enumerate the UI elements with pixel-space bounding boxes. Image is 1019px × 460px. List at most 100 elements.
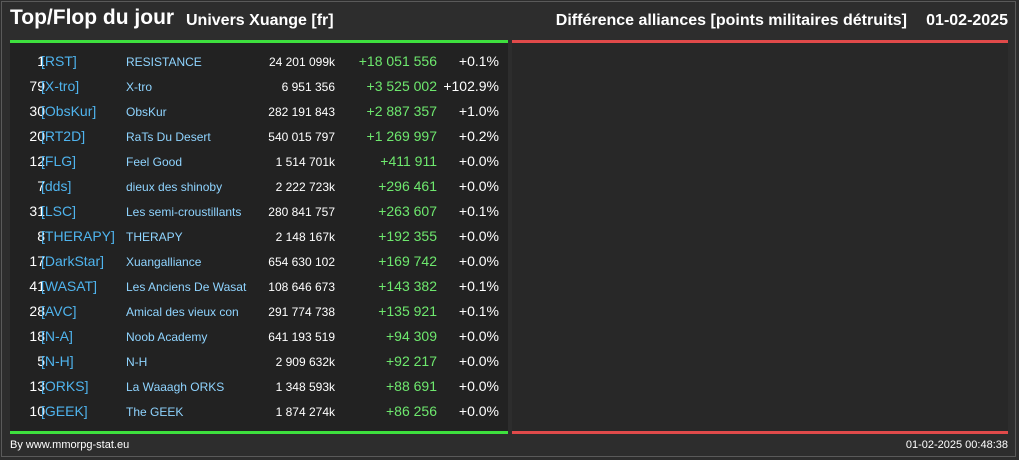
- percent-change: +0.1%: [458, 53, 499, 69]
- alliance-name[interactable]: The GEEK: [126, 405, 184, 419]
- alliance-name[interactable]: RESISTANCE: [126, 55, 202, 69]
- percent-change: +0.0%: [458, 378, 499, 394]
- alliance-tag[interactable]: [THERAPY]: [41, 228, 115, 244]
- alliance-tag[interactable]: [ObsKur]: [41, 103, 97, 119]
- table-row: 8 [THERAPY] THERAPY 2 148 167k +192 355 +0.0%: [10, 225, 508, 250]
- table-row: 20 [RT2D] RaTs Du Desert 540 015 797 +1 269 …: [10, 125, 508, 150]
- alliance-rank: 10: [29, 403, 45, 419]
- percent-change: +0.1%: [458, 278, 499, 294]
- percent-change: +0.0%: [458, 228, 499, 244]
- alliance-tag[interactable]: [WASAT]: [41, 278, 97, 294]
- points-difference: +296 461: [378, 178, 437, 194]
- table-row: 5 [N-H] N-H 2 909 632k +92 217 +0.0%: [10, 350, 508, 375]
- table-row: 10 [GEEK] The GEEK 1 874 274k +86 256 +0.0%: [10, 400, 508, 425]
- points-difference: +18 051 556: [358, 53, 437, 69]
- alliance-tag[interactable]: [RST]: [41, 53, 77, 69]
- percent-change: +0.0%: [458, 353, 499, 369]
- alliance-points: 24 201 099k: [268, 55, 335, 69]
- percent-change: +0.0%: [458, 153, 499, 169]
- alliance-name[interactable]: ObsKur: [126, 105, 167, 119]
- table-row: 7 [dds] dieux des shinoby 2 222 723k +296 46…: [10, 175, 508, 200]
- alliance-tag[interactable]: [AVC]: [41, 303, 77, 319]
- alliance-name[interactable]: Les semi-croustillants: [126, 205, 242, 219]
- alliance-rank: 30: [29, 103, 45, 119]
- percent-change: +0.1%: [458, 203, 499, 219]
- flop-panel: [512, 40, 1008, 434]
- alliance-points: 1 348 593k: [275, 380, 335, 394]
- alliance-name[interactable]: dieux des shinoby: [126, 180, 223, 194]
- percent-change: +0.0%: [458, 403, 499, 419]
- alliance-points: 540 015 797: [268, 130, 335, 144]
- alliance-rank: 1: [37, 53, 45, 69]
- table-row: 30 [ObsKur] ObsKur 282 191 843 +2 887 357 +1.…: [10, 100, 508, 125]
- table-row: 41 [WASAT] Les Anciens De Wasat 108 646 673…: [10, 275, 508, 300]
- table-row: 12 [FLG] Feel Good 1 514 701k +411 911 +0.0%: [10, 150, 508, 175]
- alliance-points: 291 774 738: [268, 305, 335, 319]
- points-difference: +92 217: [386, 353, 437, 369]
- alliance-points: 641 193 519: [268, 330, 335, 344]
- points-difference: +263 607: [378, 203, 437, 219]
- alliance-tag[interactable]: [N-H]: [41, 353, 74, 369]
- alliance-name[interactable]: Les Anciens De Wasat: [126, 280, 247, 294]
- alliance-tag[interactable]: [dds]: [41, 178, 72, 194]
- alliance-points: 108 646 673: [268, 280, 335, 294]
- ranking-description: Différence alliances [points militaires …: [555, 12, 907, 29]
- alliance-tag[interactable]: [GEEK]: [41, 403, 88, 419]
- percent-change: +102.9%: [443, 78, 499, 94]
- alliance-rank: 28: [29, 303, 45, 319]
- alliance-rank: 20: [29, 128, 45, 144]
- alliance-tag[interactable]: [FLG]: [41, 153, 77, 169]
- table-row: 18 [N-A] Noob Academy 641 193 519 +94 309 +0.…: [10, 325, 508, 350]
- source-link[interactable]: By www.mmorpg-stat.eu: [10, 439, 130, 451]
- table-row: 28 [AVC] Amical des vieux con 291 774 738 +1…: [10, 300, 508, 325]
- points-difference: +3 525 002: [366, 78, 437, 94]
- alliance-name[interactable]: X-tro: [126, 80, 153, 94]
- alliance-rank: 7: [37, 178, 45, 194]
- alliance-name[interactable]: La Waaagh ORKS: [126, 380, 225, 394]
- alliance-rank: 18: [29, 328, 45, 344]
- alliance-tag[interactable]: [N-A]: [41, 328, 73, 344]
- alliance-rank: 17: [29, 253, 45, 269]
- alliance-name[interactable]: Xuangalliance: [126, 255, 202, 269]
- alliance-tag[interactable]: [DarkStar]: [41, 253, 105, 269]
- alliance-name[interactable]: Noob Academy: [126, 330, 208, 344]
- points-difference: +88 691: [386, 378, 437, 394]
- page-title: Top/Flop du jour: [10, 6, 175, 29]
- alliance-points: 1 874 274k: [275, 405, 335, 419]
- alliance-name[interactable]: THERAPY: [126, 230, 183, 244]
- alliance-tag[interactable]: [LSC]: [41, 203, 77, 219]
- alliance-name[interactable]: Feel Good: [126, 155, 183, 169]
- table-row: 17 [DarkStar] Xuangalliance 654 630 102 +169…: [10, 250, 508, 275]
- alliance-rank: 12: [29, 153, 45, 169]
- table-row: 31 [LSC] Les semi-croustillants 280 841 757…: [10, 200, 508, 225]
- alliance-tag[interactable]: [ORKS]: [41, 378, 89, 394]
- points-difference: +94 309: [386, 328, 437, 344]
- alliance-name[interactable]: RaTs Du Desert: [126, 130, 211, 144]
- alliance-points: 654 630 102: [268, 255, 335, 269]
- percent-change: +0.0%: [458, 178, 499, 194]
- points-difference: +143 382: [378, 278, 437, 294]
- alliance-tag[interactable]: [RT2D]: [41, 128, 86, 144]
- ranking-date: 01-02-2025: [926, 12, 1008, 29]
- alliance-tag[interactable]: [X-tro]: [41, 78, 80, 94]
- table-row: 13 [ORKS] La Waaagh ORKS 1 348 593k +88 691 +…: [10, 375, 508, 400]
- universe-label: Univers Xuange [fr]: [186, 12, 334, 29]
- top-list: 1 [RST] RESISTANCE 24 201 099k +18 051 556 +0…: [10, 50, 508, 425]
- alliance-points: 6 951 356: [281, 80, 335, 94]
- points-difference: +1 269 997: [366, 128, 437, 144]
- points-difference: +135 921: [378, 303, 437, 319]
- points-difference: +86 256: [386, 403, 437, 419]
- alliance-rank: 8: [37, 228, 45, 244]
- alliance-points: 1 514 701k: [275, 155, 335, 169]
- alliance-rank: 13: [29, 378, 45, 394]
- percent-change: +0.0%: [458, 253, 499, 269]
- table-row: 1 [RST] RESISTANCE 24 201 099k +18 051 556 +0…: [10, 50, 508, 75]
- percent-change: +1.0%: [458, 103, 499, 119]
- alliance-name[interactable]: Amical des vieux con: [126, 305, 239, 319]
- alliance-rank: 41: [29, 278, 45, 294]
- alliance-points: 282 191 843: [268, 105, 335, 119]
- alliance-name[interactable]: N-H: [126, 355, 148, 369]
- alliance-points: 2 909 632k: [275, 355, 335, 369]
- percent-change: +0.1%: [458, 303, 499, 319]
- alliance-points: 2 222 723k: [275, 180, 335, 194]
